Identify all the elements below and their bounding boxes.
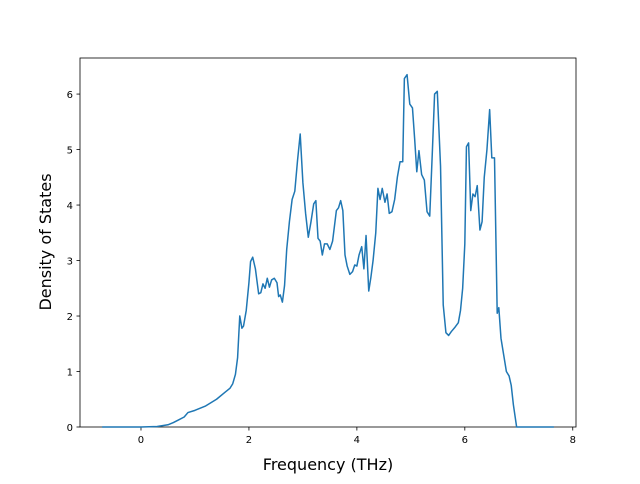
y-tick-label: 2 [67,312,73,323]
x-tick-label: 6 [462,435,468,446]
y-tick-label: 6 [67,90,73,101]
y-axis-label: Density of States [36,173,55,310]
x-tick-label: 8 [570,435,576,446]
x-axis-label: Frequency (THz) [263,455,393,474]
x-tick-label: 4 [354,435,360,446]
x-tick-label: 0 [138,435,144,446]
y-tick-label: 3 [67,257,73,268]
line [102,73,554,428]
y-tick-label: 4 [67,201,73,212]
y-tick-label: 1 [67,368,73,379]
plot-frame [79,57,577,428]
y-tick-label: 5 [67,146,73,157]
y-tick-label: 0 [67,423,73,434]
x-tick-label: 2 [246,435,252,446]
